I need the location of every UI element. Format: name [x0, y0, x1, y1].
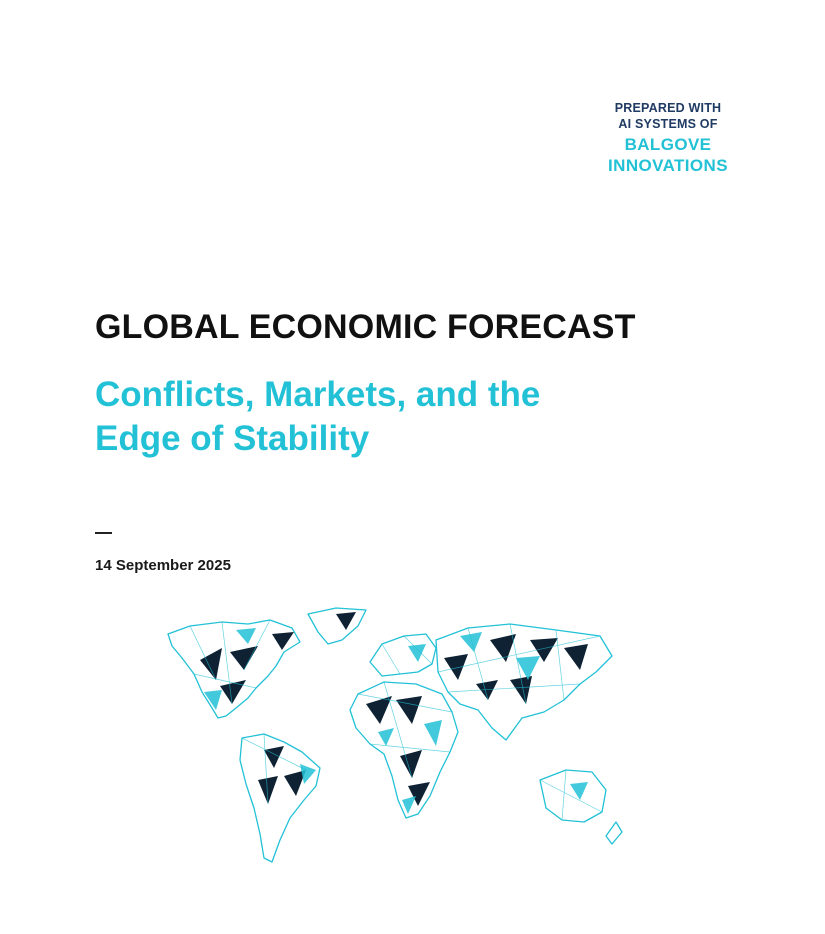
map-accent-facet: [516, 656, 540, 680]
ai-systems-of-label: AI SYSTEMS OF: [618, 116, 718, 131]
map-accent-facet: [378, 728, 394, 746]
map-accent-facet: [236, 628, 256, 644]
world-map-low-poly-icon: [167, 607, 623, 863]
map-accent-facet: [300, 764, 316, 784]
company-name-line2: INNOVATIONS: [608, 156, 728, 175]
subtitle-line-2: Edge of Stability: [95, 419, 370, 458]
map-dark-facet: [230, 646, 258, 670]
prepared-with-badge: PREPARED WITH AI SYSTEMS OF BALGOVE INNO…: [583, 102, 753, 174]
map-dark-facet: [444, 654, 468, 680]
map-accent-facet: [424, 720, 442, 746]
new-zealand-outline: [605, 821, 623, 845]
south-america-outline: [239, 733, 321, 863]
map-dark-facet: [530, 638, 558, 662]
document-date: 14 September 2025: [95, 557, 231, 574]
map-dark-facet: [264, 746, 284, 768]
document-subtitle: Conflicts, Markets, and the Edge of Stab…: [95, 373, 695, 461]
prepared-with-label: PREPARED WITH: [614, 101, 722, 115]
map-dark-facet: [396, 696, 422, 724]
map-accent-facet: [408, 644, 426, 662]
map-dark-facet: [284, 770, 306, 796]
map-accent-facet: [204, 690, 222, 710]
australia-outline: [539, 769, 607, 823]
document-title: GLOBAL ECONOMIC FORECAST: [95, 308, 636, 346]
map-accent-facet: [460, 632, 482, 652]
map-dark-facet: [366, 696, 392, 724]
map-dark-facet: [400, 750, 422, 778]
greenland-outline: [307, 607, 367, 645]
map-dark-facet: [336, 612, 356, 630]
asia-outline: [435, 623, 613, 741]
map-dark-facet: [258, 776, 278, 804]
map-dark-facet: [490, 634, 516, 662]
africa-outline: [349, 681, 459, 819]
map-dark-facet: [408, 782, 430, 806]
company-name-line1: BALGOVE: [624, 135, 712, 154]
subtitle-line-1: Conflicts, Markets, and the: [95, 375, 541, 414]
map-accent-facet: [402, 796, 416, 814]
map-accent-facet: [570, 782, 588, 800]
map-dark-facet: [564, 644, 588, 670]
map-dark-facet: [200, 648, 222, 680]
europe-outline: [369, 633, 437, 677]
map-dark-facet: [510, 676, 532, 704]
map-dark-facet: [476, 680, 498, 700]
map-dark-facet: [272, 632, 294, 650]
divider-rule: [95, 532, 112, 534]
map-dark-facet: [220, 680, 246, 704]
